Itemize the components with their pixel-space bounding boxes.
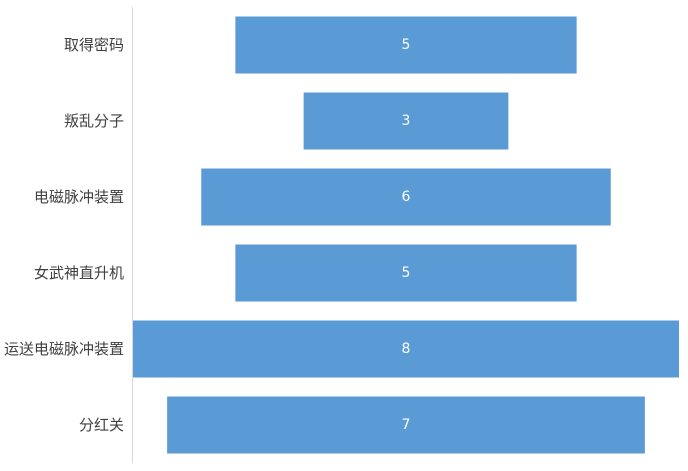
bar-value-label-1: 3 — [402, 113, 411, 129]
bar-value-label-4: 8 — [402, 341, 411, 357]
bar-5 — [167, 396, 645, 454]
bar-1 — [303, 92, 509, 150]
bar-4 — [133, 320, 679, 378]
bar-value-label-2: 6 — [402, 189, 411, 205]
category-label-1: 叛乱分子 — [64, 112, 124, 130]
category-label-4: 运送电磁脉冲装置 — [4, 340, 124, 358]
category-label-5: 分红关 — [79, 416, 124, 434]
category-label-0: 取得密码 — [64, 36, 124, 54]
bar-value-label-0: 5 — [402, 37, 411, 53]
bar-2 — [201, 168, 611, 226]
bar-value-labels: 5 3 6 5 8 7 — [402, 37, 411, 433]
bars-layer — [133, 16, 679, 454]
bar-value-label-5: 7 — [402, 417, 411, 433]
category-label-2: 电磁脉冲装置 — [34, 188, 124, 206]
bar-value-label-3: 5 — [402, 265, 411, 281]
bar-3 — [235, 244, 577, 302]
category-label-3: 女武神直升机 — [34, 264, 124, 282]
bar-0 — [235, 16, 577, 74]
